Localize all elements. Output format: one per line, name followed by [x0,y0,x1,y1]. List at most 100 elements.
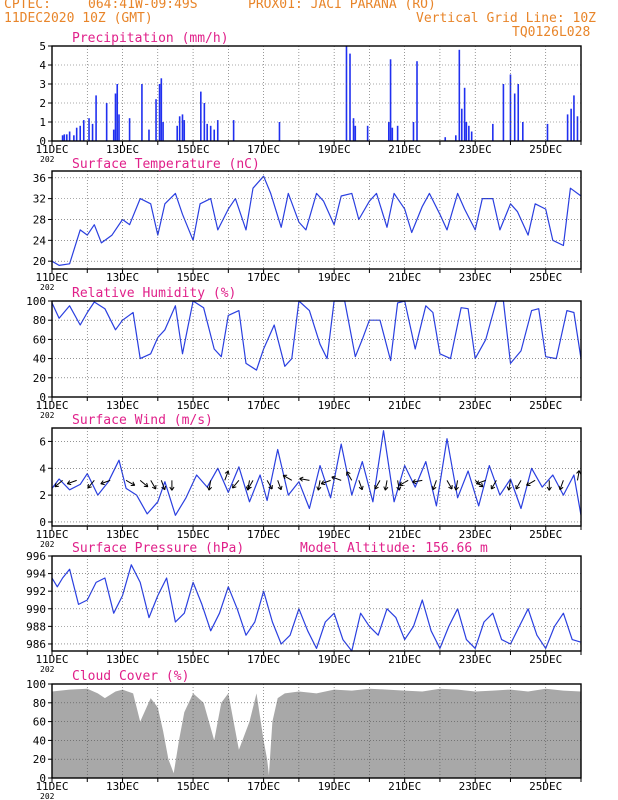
x-tick-label: 15DEC [177,653,210,666]
precip-bar [522,122,524,141]
x-tick-label: 21DEC [388,780,421,793]
year-fragment: 202 [40,155,55,164]
cloud-frame [51,683,582,779]
y-tick-label: 0 [39,772,46,785]
wind-arrow [396,480,402,491]
wind-arrow [475,479,486,486]
rh-title: Relative Humidity (%) [72,286,236,301]
x-tick-label: 19DEC [318,528,351,541]
precip-bar [178,116,181,141]
wind-arrow [558,480,564,491]
wind-arrow [160,480,167,491]
x-tick-label: 13DEC [106,653,139,666]
x-tick-label: 17DEC [247,780,280,793]
x-tick-label: 21DEC [388,653,421,666]
y-tick-label: 5 [39,40,46,53]
precip-bar [91,123,94,141]
wind-panel [48,427,582,530]
wind-frame [51,427,582,527]
header-grid-note: Vertical Grid Line: 10Z [416,11,597,26]
x-tick-label: 13DEC [106,528,139,541]
wind-arrow [399,479,409,487]
wind-arrow [100,479,111,486]
precip-bar [396,125,399,141]
y-tick-label: 80 [33,697,46,710]
y-tick-label: 40 [33,353,46,366]
precip-bar [573,95,575,141]
precip-bar [63,134,66,141]
y-tick-label: 2 [39,97,46,110]
y-tick-label: 60 [33,333,46,346]
x-tick-label: 11DEC [35,780,68,793]
wind-arrow [431,480,437,491]
rh-frame [51,300,582,398]
precip-bar [566,114,569,141]
x-tick-label: 25DEC [529,528,562,541]
x-tick-label: 15DEC [177,528,210,541]
header-coordinates: 064:41W-09:49S [88,0,198,12]
precip-bar [155,99,157,141]
y-tick-label: 990 [26,603,46,616]
cloud-area [52,688,581,778]
precip-bar [576,116,579,141]
wind-arrow [576,470,582,481]
y-tick-label: 2 [39,489,46,502]
precip-bar [160,78,163,141]
rh-line [51,300,582,371]
wind-arrow [247,480,254,490]
precip-bar [468,125,470,141]
precip-bar [213,129,216,141]
x-tick-label: 23DEC [459,780,492,793]
precip-bar [349,53,351,141]
x-tick-label: 23DEC [459,271,492,284]
wind-arrow [490,480,497,490]
x-tick-label: 19DEC [318,653,351,666]
y-tick-label: 0 [39,516,46,529]
precip-bar [158,84,161,141]
wind-arrow [169,480,175,491]
wind-arrow [446,480,453,490]
precip-bar [387,122,390,141]
x-tick-label: 21DEC [388,399,421,412]
wind-arrow [125,479,136,487]
cloud-title: Cloud Cover (%) [72,669,189,684]
x-tick-label: 19DEC [318,399,351,412]
precip-bar [278,122,281,141]
rh-panel [48,300,582,401]
precip-bar [148,129,150,141]
precip-bar [61,135,64,141]
precip-bar [95,95,97,141]
precip-bar [389,59,392,141]
x-tick-label: 19DEC [318,780,351,793]
y-tick-label: 3 [39,78,46,91]
precip-bar [68,131,71,141]
precip-bar [492,123,494,141]
precip-bar [203,103,206,141]
wind-arrow [224,470,230,481]
pres-panel [48,555,582,655]
precip-bar [444,137,447,141]
pres-line [51,564,582,652]
x-tick-label: 25DEC [529,780,562,793]
precip-bar [114,93,117,141]
x-tick-label: 11DEC [35,399,68,412]
x-tick-label: 23DEC [459,528,492,541]
precip-bar [391,127,394,141]
x-tick-label: 23DEC [459,399,492,412]
cloud-panel [48,683,582,782]
precip-bar [216,120,219,141]
y-tick-label: 32 [33,193,46,206]
x-tick-label: 25DEC [529,399,562,412]
x-tick-label: 21DEC [388,528,421,541]
precip-bar [176,125,178,141]
x-tick-label: 23DEC [459,143,492,156]
x-tick-label: 15DEC [177,780,210,793]
precip-bar [412,122,415,141]
wind-arrow [383,480,389,491]
wind-arrow [231,480,240,489]
precip-bar [128,118,131,141]
y-tick-label: 20 [33,255,46,268]
y-tick-label: 4 [39,462,46,475]
header-station: PROX01: JACI PARANA (RO) [248,0,436,12]
